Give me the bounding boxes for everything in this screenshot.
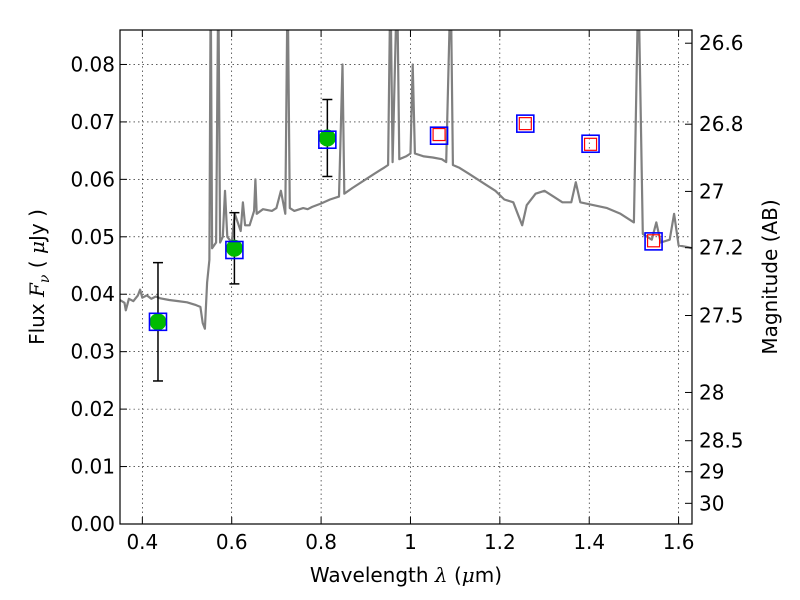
x-tick-label: 0.6 (216, 530, 248, 554)
x-tick-label: 1.6 (663, 530, 695, 554)
detection-point (149, 313, 167, 331)
y-tick-label: 0.01 (70, 455, 115, 479)
x-tick-label: 0.4 (126, 530, 158, 554)
magnitude-tick-label: 28 (699, 380, 724, 404)
upper-limit-marker (646, 234, 661, 248)
model-photometry-marker (225, 240, 244, 260)
spectrum-layer (120, 30, 692, 330)
model-photometry-marker (318, 130, 337, 150)
upper-limit-marker (432, 127, 446, 142)
upper-limit-marker (583, 137, 598, 151)
axis-ticks: 0.4 0.6 0.8 1 1.2 1.4 1.6 0.00 0.01 0.02 0.03 0.04 0… (70, 30, 744, 554)
magnitude-tick-label: 29 (699, 460, 724, 484)
y-tick-label: 0.06 (70, 167, 115, 191)
y-tick-label: 0.08 (70, 52, 115, 76)
model-photometry-marker (581, 134, 600, 154)
x-tick-label: 1 (404, 530, 417, 554)
model-photometry-marker (644, 232, 663, 251)
y-tick-label: 0.00 (70, 512, 115, 536)
y-tick-label: 0.05 (70, 225, 115, 249)
magnitude-tick-label: 28.5 (699, 429, 744, 453)
magnitude-tick-label: 30 (699, 491, 724, 515)
y-tick-label: 0.07 (70, 110, 115, 134)
magnitude-axis-label: Magnitude (AB) (758, 199, 782, 354)
grid-lines (120, 30, 692, 525)
spectrum-line (120, 30, 692, 330)
y-tick-label: 0.03 (70, 340, 115, 364)
x-tick-label: 1.4 (573, 530, 605, 554)
model-photometry-marker (516, 114, 535, 133)
x-tick-label: 0.8 (305, 530, 337, 554)
detection-point (225, 239, 243, 257)
y-tick-label: 0.02 (70, 397, 115, 421)
upper-limit-marker (518, 117, 532, 131)
x-axis-label: Wavelength λ (μm) (310, 563, 502, 587)
magnitude-tick-label: 27 (699, 179, 724, 203)
plot-frame (119, 29, 693, 525)
detection-point (318, 129, 336, 147)
magnitude-tick-label: 27.2 (699, 236, 744, 260)
y-tick-label: 0.04 (70, 282, 115, 306)
model-photometry-marker (148, 312, 168, 332)
magnitude-tick-label: 26.8 (699, 112, 744, 136)
x-tick-label: 1.2 (484, 530, 516, 554)
magnitude-tick-label: 27.5 (699, 303, 744, 327)
magnitude-tick-label: 26.6 (699, 31, 744, 55)
y-axis-label: Flux Fν ( μJy ) (25, 209, 53, 345)
model-photometry-marker (429, 126, 449, 145)
data-points (148, 98, 663, 382)
